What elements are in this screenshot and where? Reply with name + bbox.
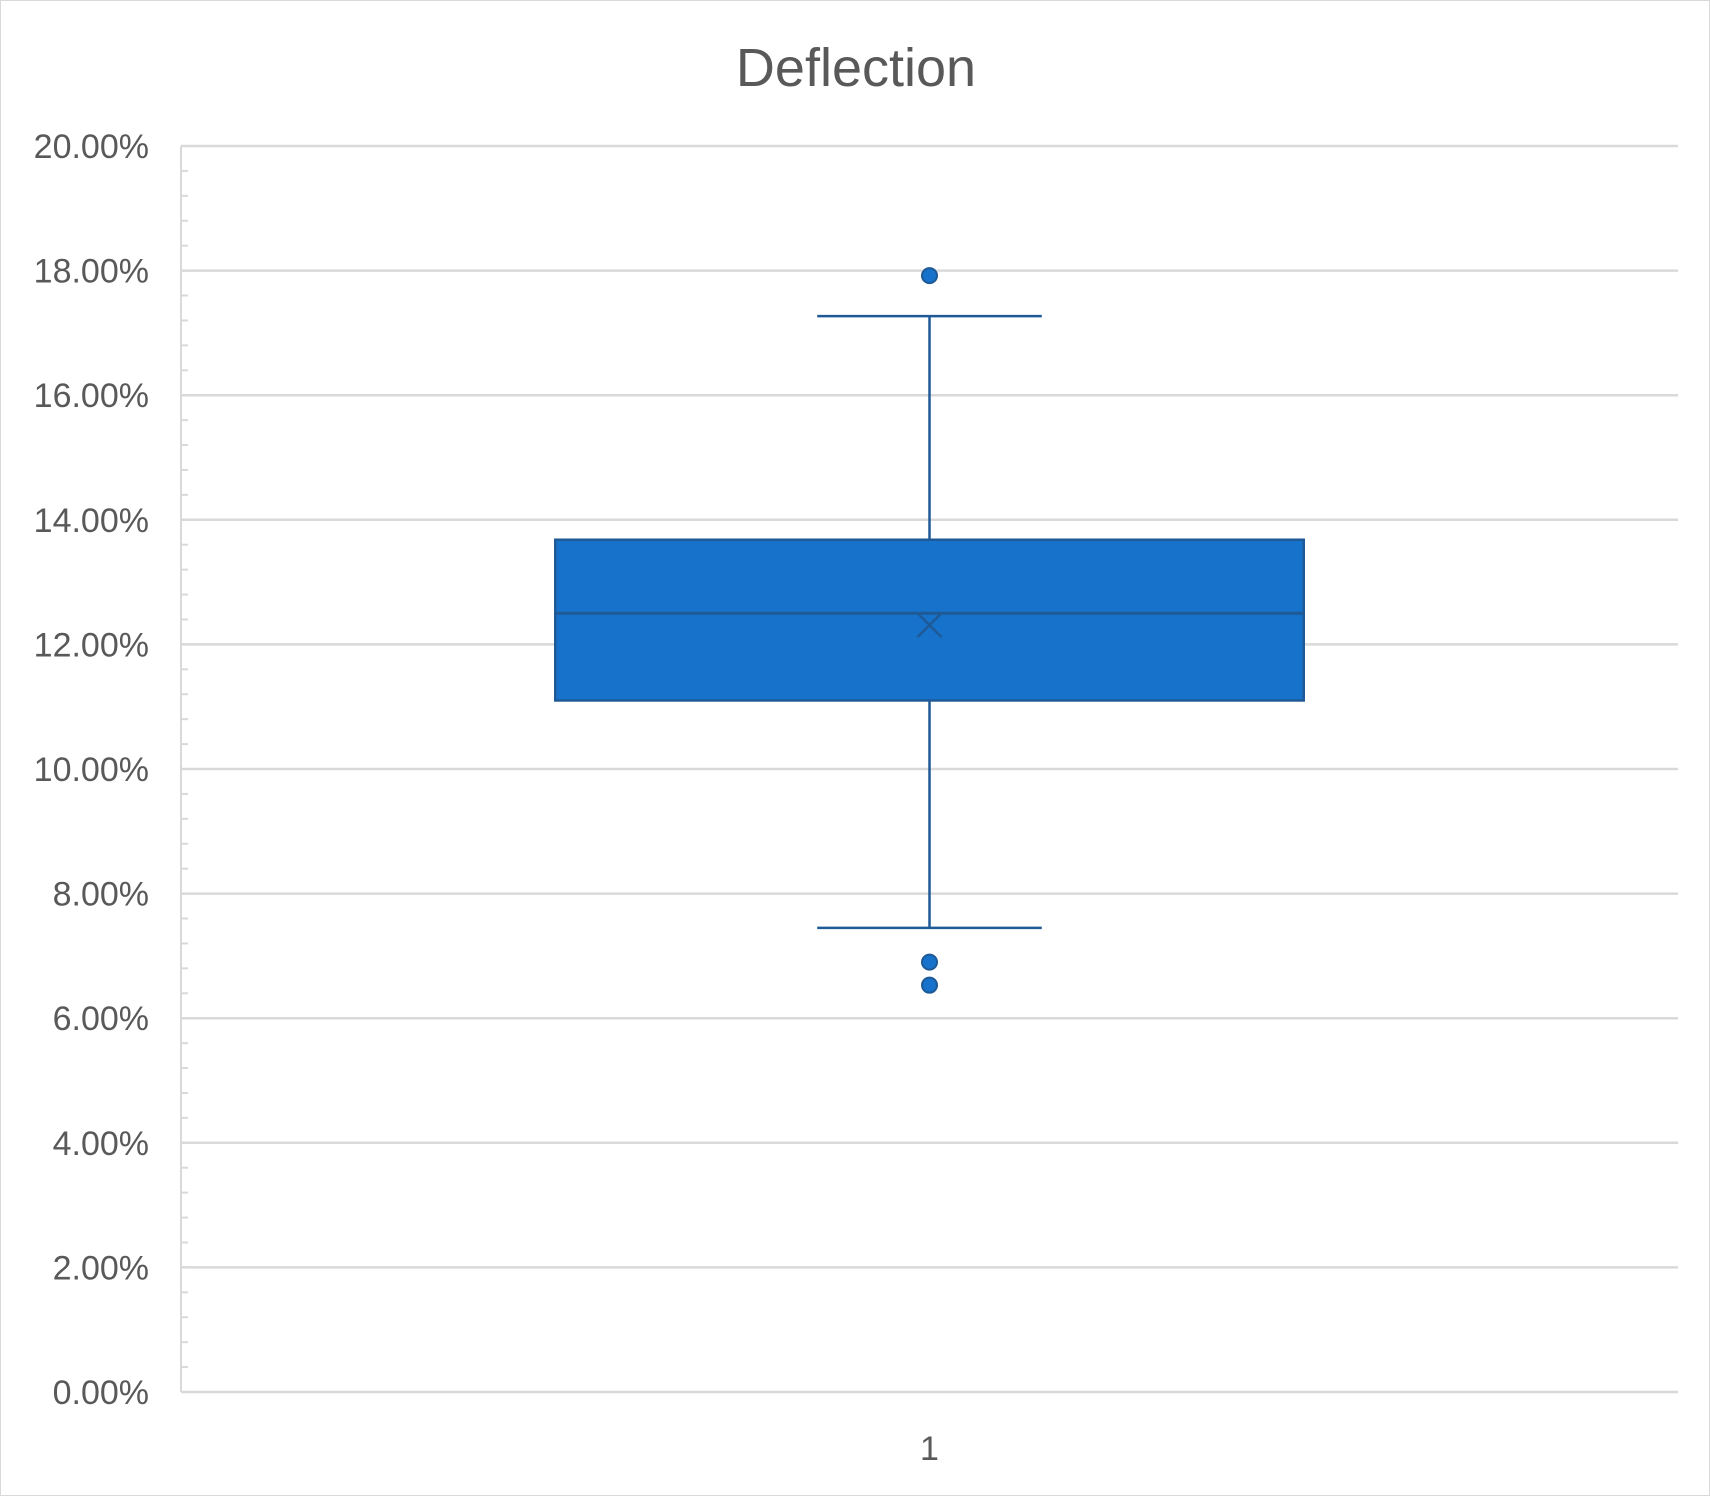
y-tick-label: 16.00% — [34, 377, 149, 415]
x-axis-tick-labels: 1 — [920, 1430, 939, 1468]
y-tick-label: 20.00% — [34, 128, 149, 166]
mean-marker-stroke — [916, 612, 943, 638]
x-tick-label: 1 — [920, 1430, 939, 1468]
y-tick-label: 10.00% — [34, 751, 149, 789]
outlier-point — [921, 976, 938, 994]
y-tick-label: 18.00% — [34, 253, 149, 291]
y-tick-label: 12.00% — [34, 626, 149, 664]
y-tick-label: 14.00% — [34, 502, 149, 540]
y-tick-label: 4.00% — [53, 1125, 149, 1163]
y-tick-label: 2.00% — [53, 1249, 149, 1287]
outlier-point — [921, 267, 938, 285]
outlier-point — [921, 953, 938, 971]
y-axis-tick-labels: 0.00% 2.00% 4.00% 6.00% 8.00% 10.00% 12.00% 14.… — [34, 128, 149, 1412]
chart-title: Deflection — [736, 38, 976, 98]
y-tick-label: 8.00% — [53, 876, 149, 914]
box-plot — [554, 267, 1305, 994]
y-tick-label: 0.00% — [53, 1374, 149, 1412]
iqr-box — [554, 538, 1305, 702]
y-tick-label: 6.00% — [53, 1000, 149, 1038]
